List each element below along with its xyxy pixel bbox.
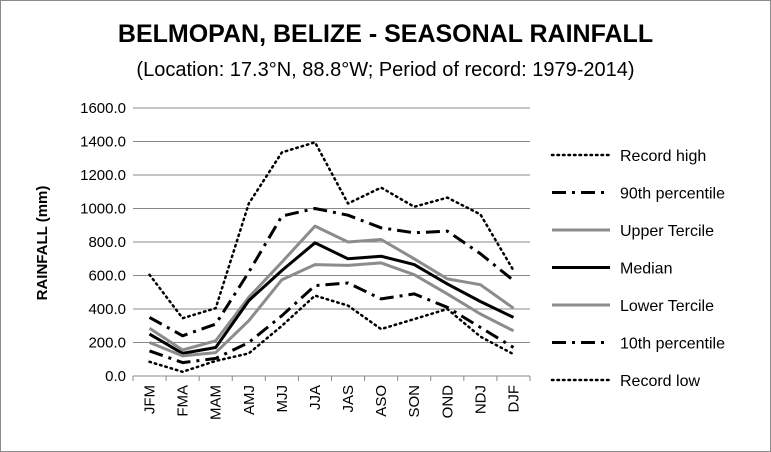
- legend-label: Upper Tercile: [620, 223, 714, 240]
- series-line-record-high: [148, 141, 515, 320]
- y-tick-label: 400.0: [88, 301, 126, 318]
- y-tick-label: 0.0: [105, 368, 126, 385]
- y-axis-label: RAINFALL (mm): [34, 186, 51, 301]
- y-tick-label: 200.0: [88, 335, 126, 352]
- series-line-lower-tercile: [148, 261, 515, 358]
- y-axis-ticks: 0.0 200.0 400.0 600.0 800.0 1000.0 1200.0 1400.…: [80, 100, 126, 385]
- chart-subtitle: (Location: 17.3°N, 88.8°W; Period of rec…: [136, 59, 635, 81]
- x-tick-label: AMJ: [241, 385, 258, 415]
- legend-label: 10th percentile: [620, 336, 725, 353]
- x-tick-label: JFM: [142, 385, 159, 414]
- y-tick-label: 1200.0: [80, 167, 126, 184]
- series-line-upper-tercile: [148, 224, 515, 352]
- x-tick-label: JAS: [340, 385, 357, 413]
- x-tick-label: NDJ: [472, 385, 489, 414]
- legend-label: 90th percentile: [620, 186, 725, 203]
- x-tick-label: MAM: [208, 385, 225, 420]
- x-tick-label: SON: [406, 385, 423, 418]
- legend-label: Median: [620, 261, 672, 278]
- series-line-record-low: [148, 294, 515, 374]
- x-tick-label: MJJ: [274, 385, 291, 413]
- y-tick-label: 1600.0: [80, 100, 126, 117]
- y-tick-label: 800.0: [88, 234, 126, 251]
- series-line-median: [148, 241, 515, 355]
- x-tick-label: DJF: [505, 385, 522, 413]
- series-line-90th-percentile: [148, 207, 515, 338]
- x-tick-label: OND: [439, 385, 456, 419]
- y-tick-label: 1400.0: [80, 134, 126, 151]
- y-tick-label: 600.0: [88, 268, 126, 285]
- x-tick-label: FMA: [175, 385, 192, 417]
- legend-label: Record low: [620, 373, 700, 390]
- gridlines: [132, 107, 531, 381]
- x-tick-label: ASO: [373, 385, 390, 417]
- legend-label: Record high: [620, 148, 706, 165]
- series-lines: [148, 141, 515, 374]
- x-axis-ticks: JFM FMA MAM AMJ MJJ JJA JAS ASO SON OND NDJ DJF: [142, 385, 523, 420]
- y-tick-label: 1000.0: [80, 201, 126, 218]
- series-line-10th-percentile: [149, 281, 515, 365]
- legend-label: Lower Tercile: [620, 298, 714, 315]
- legend: Record high 90th percentile Upper Tercile M…: [550, 148, 725, 390]
- chart-title: BELMOPAN, BELIZE - SEASONAL RAINFALL: [117, 20, 654, 48]
- x-tick-label: JJA: [307, 385, 324, 410]
